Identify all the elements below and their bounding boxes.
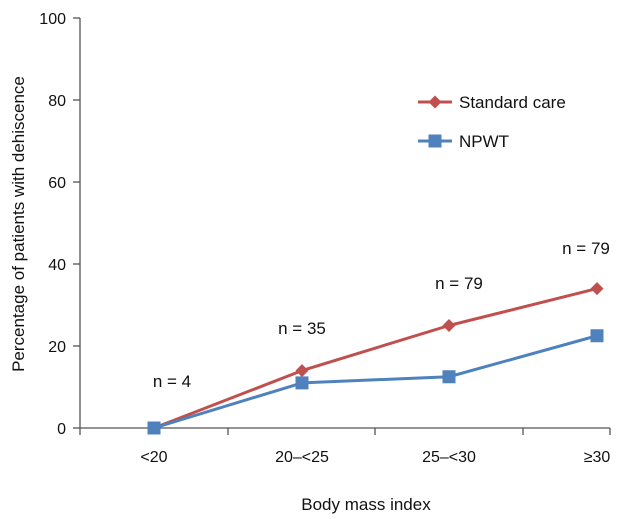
y-axis-title: Percentage of patients with dehiscence: [9, 76, 28, 372]
series-npwt: [147, 329, 604, 435]
legend: Standard care NPWT: [418, 93, 566, 151]
data-point: [147, 421, 161, 435]
y-tick-label: 60: [48, 175, 66, 192]
data-point: [590, 282, 604, 296]
y-tick-label: 80: [48, 93, 66, 110]
x-tick-label: 20–<25: [275, 449, 329, 466]
legend-label: NPWT: [459, 132, 509, 151]
x-axis-ticks: <20 20–<25 25–<30 ≥30: [79, 428, 611, 466]
y-tick-label: 40: [48, 257, 66, 274]
data-point: [442, 370, 456, 384]
x-tick-label: <20: [140, 449, 167, 466]
y-tick-label: 20: [48, 339, 66, 356]
series-line: [153, 287, 598, 430]
sample-size-annotations: n = 4 n = 35 n = 79 n = 79: [153, 239, 610, 391]
legend-marker: [428, 134, 442, 148]
y-tick-label: 100: [39, 11, 66, 28]
series-standard-care: [147, 282, 604, 435]
x-tick-label: 25–<30: [422, 449, 476, 466]
x-axis-title: Body mass index: [301, 495, 431, 514]
annotation-label: n = 4: [153, 372, 191, 391]
data-point: [442, 319, 456, 332]
series-group: [147, 282, 604, 435]
annotation-label: n = 79: [435, 274, 483, 293]
y-axis-ticks: 0 20 40 60 80 100: [39, 11, 80, 438]
data-point: [295, 364, 309, 378]
annotation-label: n = 79: [562, 239, 610, 258]
x-tick-label: ≥30: [584, 449, 611, 466]
data-point: [590, 329, 604, 343]
annotation-label: n = 35: [278, 319, 326, 338]
legend-item: Standard care: [418, 93, 566, 112]
legend-marker: [428, 95, 442, 109]
legend-item: NPWT: [418, 132, 509, 151]
legend-label: Standard care: [459, 93, 566, 112]
data-point: [295, 376, 309, 390]
series-line: [153, 334, 598, 430]
y-tick-label: 0: [57, 421, 66, 438]
